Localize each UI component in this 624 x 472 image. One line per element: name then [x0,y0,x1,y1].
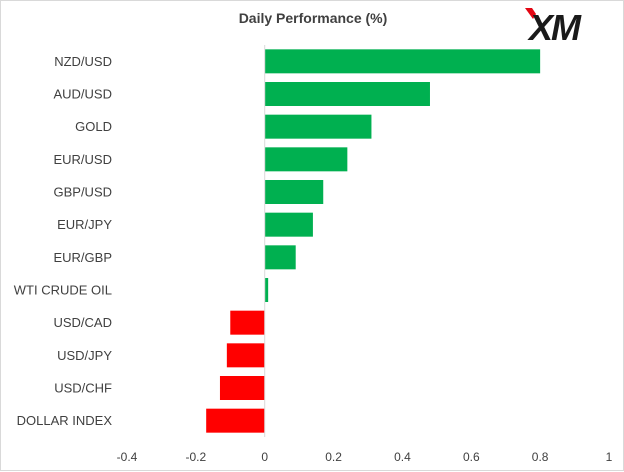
x-tick-label: 0.8 [532,450,549,464]
category-label: WTI CRUDE OIL [14,283,112,298]
category-label: USD/CAD [53,315,112,330]
bar [264,49,541,74]
category-label: EUR/JPY [57,217,112,232]
category-label: USD/CHF [54,381,112,396]
bar [264,212,313,237]
category-label: EUR/GBP [53,250,112,265]
bar [264,114,372,139]
x-tick-label: 1 [606,450,613,464]
svg-text:XM: XM [527,7,582,45]
category-label: GOLD [75,119,112,134]
x-tick-label: 0.2 [325,450,342,464]
bar [264,180,324,204]
bar [206,408,265,433]
x-tick-label: 0.4 [394,450,411,464]
category-label: AUD/USD [53,87,112,102]
xm-logo: XM [525,7,584,45]
bar [226,343,265,368]
chart-title: Daily Performance (%) [238,10,388,26]
category-label: GBP/USD [53,185,112,200]
x-tick-label: 0.6 [463,450,480,464]
bar [264,245,296,270]
category-label: USD/JPY [57,348,112,363]
category-label: DOLLAR INDEX [17,413,113,428]
bar [264,278,269,302]
x-tick-label: -0.4 [117,450,138,464]
category-label: NZD/USD [54,54,112,69]
bar [219,376,265,400]
category-label: EUR/USD [53,152,112,167]
bar [264,82,430,106]
bar [230,310,265,335]
bar [264,147,348,172]
x-tick-label: 0 [261,450,268,464]
x-tick-label: -0.2 [186,450,207,464]
